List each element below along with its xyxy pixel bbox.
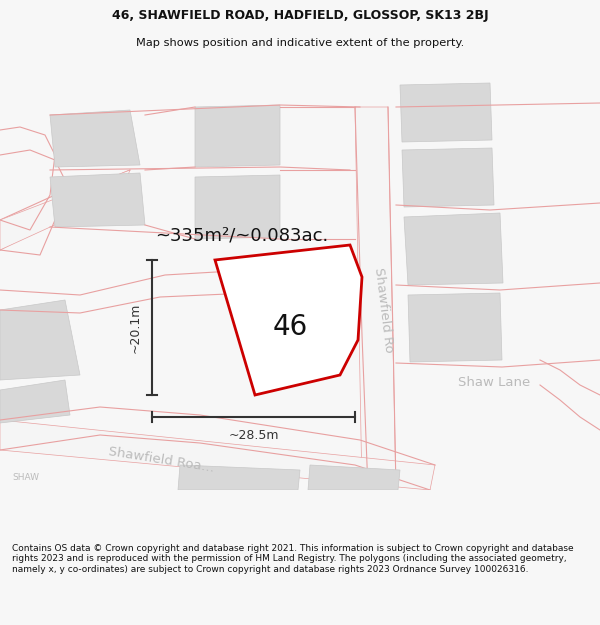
Text: Shawfield Ro: Shawfield Ro [372,267,395,353]
Text: ~335m²/~0.083ac.: ~335m²/~0.083ac. [155,226,328,244]
Text: 46, SHAWFIELD ROAD, HADFIELD, GLOSSOP, SK13 2BJ: 46, SHAWFIELD ROAD, HADFIELD, GLOSSOP, S… [112,9,488,22]
Text: Shawfield Roa…: Shawfield Roa… [108,445,216,475]
Polygon shape [408,293,502,362]
Polygon shape [355,107,396,490]
Polygon shape [50,110,140,167]
Polygon shape [50,173,145,227]
Text: Contains OS data © Crown copyright and database right 2021. This information is : Contains OS data © Crown copyright and d… [12,544,574,574]
Polygon shape [308,465,400,490]
Text: ~28.5m: ~28.5m [228,429,279,442]
Polygon shape [178,465,300,490]
Polygon shape [195,175,280,239]
Polygon shape [215,245,362,395]
Polygon shape [0,420,435,490]
Polygon shape [402,148,494,207]
Polygon shape [400,83,492,142]
Text: Shaw Lane: Shaw Lane [458,376,530,389]
Polygon shape [0,380,70,423]
Polygon shape [404,213,503,285]
Polygon shape [0,170,130,250]
Text: 46: 46 [272,313,308,341]
Polygon shape [0,300,80,380]
Text: SHAW: SHAW [12,472,39,481]
Text: ~20.1m: ~20.1m [129,302,142,352]
Text: Map shows position and indicative extent of the property.: Map shows position and indicative extent… [136,38,464,48]
Polygon shape [195,105,280,167]
